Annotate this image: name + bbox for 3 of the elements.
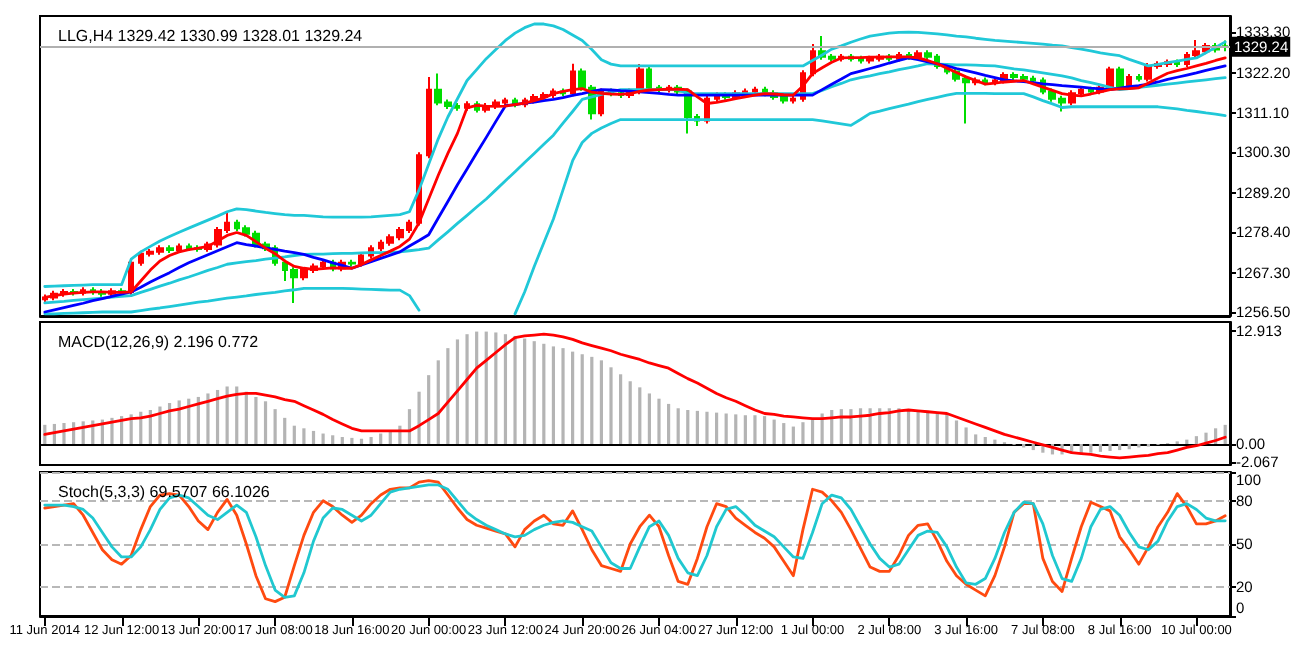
text: LLG,H4 1329.42 1330.99 1328.01 1329.24 [58,27,364,45]
text: MACD(12,26,9) 2.196 0.772 [58,333,260,351]
text: Stoch(5,3,3) 69.5707 66.1026 [58,483,271,501]
